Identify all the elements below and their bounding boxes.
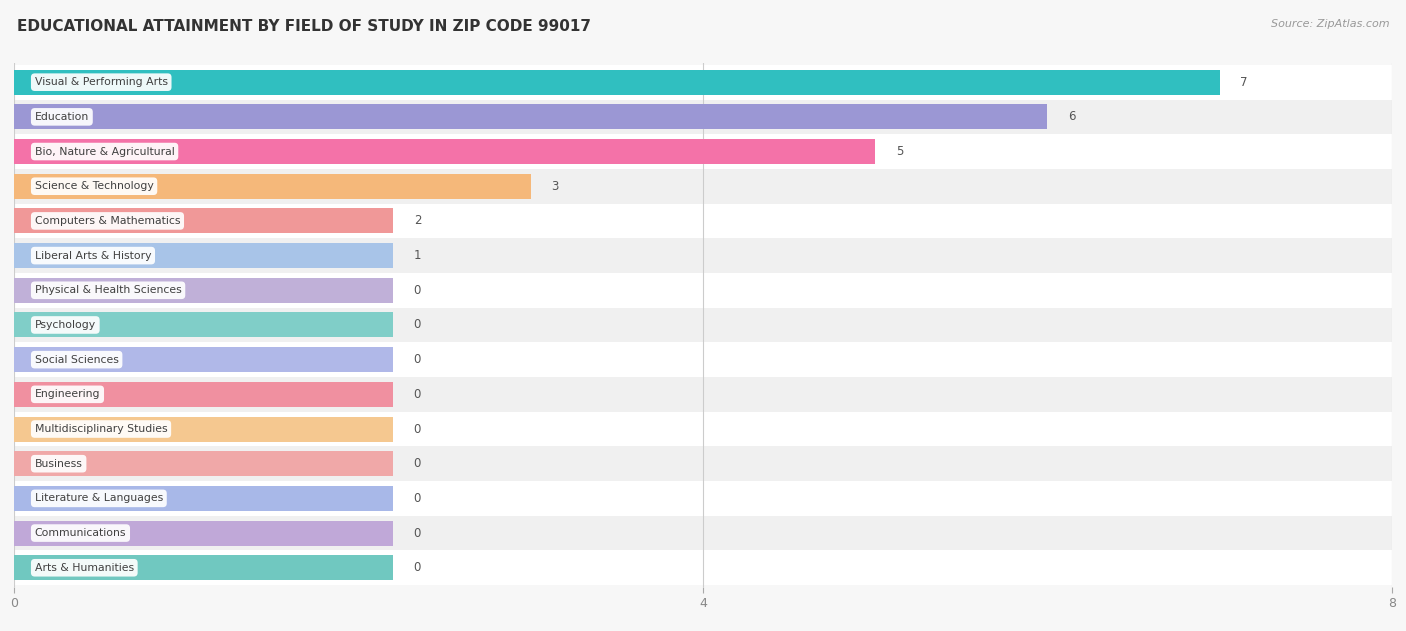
Text: Communications: Communications — [35, 528, 127, 538]
Text: 0: 0 — [413, 388, 420, 401]
Text: 0: 0 — [413, 423, 420, 435]
Text: 3: 3 — [551, 180, 558, 192]
Text: Psychology: Psychology — [35, 320, 96, 330]
Bar — [14, 347, 394, 372]
Text: 0: 0 — [413, 457, 420, 470]
Text: Social Sciences: Social Sciences — [35, 355, 118, 365]
Bar — [14, 278, 394, 303]
Bar — [14, 451, 394, 476]
Bar — [14, 312, 394, 338]
Text: Education: Education — [35, 112, 89, 122]
Bar — [14, 555, 394, 581]
Bar — [14, 208, 394, 233]
Text: 0: 0 — [413, 353, 420, 366]
Text: Arts & Humanities: Arts & Humanities — [35, 563, 134, 573]
Text: Bio, Nature & Agricultural: Bio, Nature & Agricultural — [35, 146, 174, 156]
Bar — [14, 550, 1392, 585]
Bar — [14, 521, 394, 546]
Text: 7: 7 — [1240, 76, 1249, 89]
Bar — [14, 239, 1392, 273]
Text: Visual & Performing Arts: Visual & Performing Arts — [35, 77, 167, 87]
Text: 0: 0 — [413, 319, 420, 331]
Text: 0: 0 — [413, 527, 420, 540]
Bar — [14, 516, 1392, 550]
Bar — [14, 169, 1392, 204]
Bar — [14, 69, 1219, 95]
Bar — [14, 342, 1392, 377]
Bar — [14, 486, 394, 511]
Text: Science & Technology: Science & Technology — [35, 181, 153, 191]
Bar — [14, 174, 531, 199]
Text: Computers & Mathematics: Computers & Mathematics — [35, 216, 180, 226]
Bar — [14, 100, 1392, 134]
Bar — [14, 139, 875, 164]
Text: Multidisciplinary Studies: Multidisciplinary Studies — [35, 424, 167, 434]
Bar — [14, 273, 1392, 308]
Bar — [14, 104, 1047, 129]
Bar — [14, 308, 1392, 342]
Text: 1: 1 — [413, 249, 422, 262]
Text: 2: 2 — [413, 215, 422, 227]
Bar — [14, 204, 1392, 239]
Bar — [14, 446, 1392, 481]
Text: EDUCATIONAL ATTAINMENT BY FIELD OF STUDY IN ZIP CODE 99017: EDUCATIONAL ATTAINMENT BY FIELD OF STUDY… — [17, 19, 591, 34]
Text: Engineering: Engineering — [35, 389, 100, 399]
Bar — [14, 134, 1392, 169]
Text: 5: 5 — [896, 145, 903, 158]
Text: 0: 0 — [413, 561, 420, 574]
Text: 0: 0 — [413, 492, 420, 505]
Bar — [14, 481, 1392, 516]
Text: Liberal Arts & History: Liberal Arts & History — [35, 251, 152, 261]
Bar — [14, 416, 394, 442]
Bar — [14, 243, 394, 268]
Text: Source: ZipAtlas.com: Source: ZipAtlas.com — [1271, 19, 1389, 29]
Text: 0: 0 — [413, 284, 420, 297]
Text: Literature & Languages: Literature & Languages — [35, 493, 163, 504]
Bar — [14, 377, 1392, 411]
Bar — [14, 382, 394, 407]
Text: Physical & Health Sciences: Physical & Health Sciences — [35, 285, 181, 295]
Text: 6: 6 — [1069, 110, 1076, 123]
Text: Business: Business — [35, 459, 83, 469]
Bar — [14, 65, 1392, 100]
Bar — [14, 411, 1392, 446]
